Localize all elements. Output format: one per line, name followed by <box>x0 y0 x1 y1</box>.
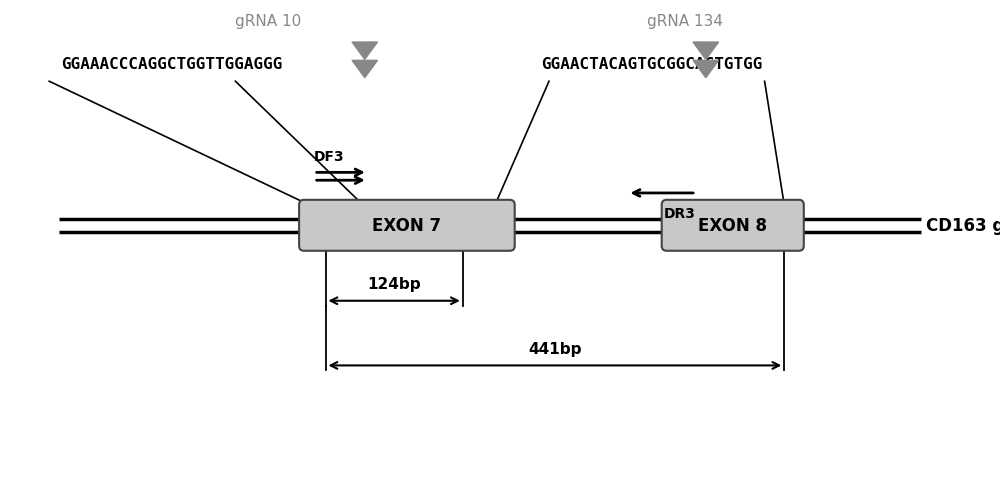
Text: EXON 8: EXON 8 <box>698 217 767 235</box>
Polygon shape <box>352 61 378 79</box>
FancyBboxPatch shape <box>299 200 515 251</box>
Polygon shape <box>352 43 378 60</box>
FancyBboxPatch shape <box>662 200 804 251</box>
Text: EXON 7: EXON 7 <box>372 217 441 235</box>
Text: GGAACTACAGTGCGGCACTGTGG: GGAACTACAGTGCGGCACTGTGG <box>541 57 763 72</box>
Text: DF3: DF3 <box>314 149 344 163</box>
Polygon shape <box>693 61 719 79</box>
Text: 441bp: 441bp <box>528 341 582 356</box>
Text: CD163 gDNA: CD163 gDNA <box>926 217 1000 235</box>
Polygon shape <box>693 43 719 60</box>
Text: gRNA 134: gRNA 134 <box>647 13 723 29</box>
Text: DR3: DR3 <box>664 206 696 220</box>
Text: GGAAACCCAGGCTGGTTGGAGGG: GGAAACCCAGGCTGGTTGGAGGG <box>61 57 282 72</box>
Text: 124bp: 124bp <box>367 276 421 291</box>
Text: gRNA 10: gRNA 10 <box>235 13 302 29</box>
